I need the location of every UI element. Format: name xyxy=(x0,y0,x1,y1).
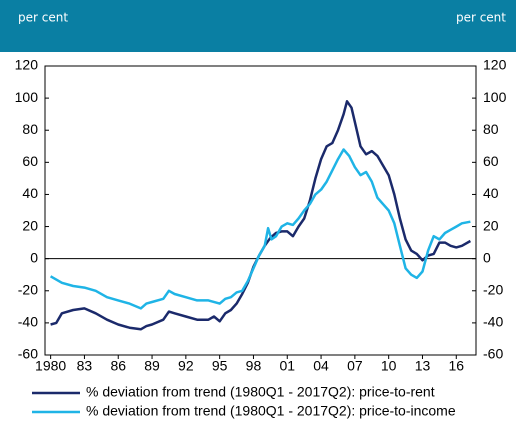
y2-tick-label: -40 xyxy=(483,314,503,330)
y2-tick-label: 40 xyxy=(483,185,499,201)
y-tick-label: 120 xyxy=(15,57,39,73)
legend-label: % deviation from trend (1980Q1 - 2017Q2)… xyxy=(86,403,456,419)
y2-tick-label: -60 xyxy=(483,346,503,362)
x-tick-label: 86 xyxy=(110,358,126,374)
y-tick-label: 100 xyxy=(15,89,39,105)
x-tick-label: 04 xyxy=(313,358,329,374)
x-tick-label: 92 xyxy=(178,358,194,374)
x-tick-label: 10 xyxy=(381,358,397,374)
x-tick-label: 95 xyxy=(212,358,228,374)
y2-tick-label: -20 xyxy=(483,281,503,297)
y-tick-label: 20 xyxy=(22,217,38,233)
data-line xyxy=(50,100,472,331)
x-tick-label: 1980 xyxy=(35,358,66,374)
y2-tick-label: 120 xyxy=(483,57,507,73)
plot-frame xyxy=(44,65,477,356)
y-tick-label: -40 xyxy=(18,314,38,330)
legend-label: % deviation from trend (1980Q1 - 2017Q2)… xyxy=(86,384,435,400)
y2-tick-label: 20 xyxy=(483,217,499,233)
y-tick-label: 60 xyxy=(22,153,38,169)
x-tick-label: 07 xyxy=(347,358,363,374)
x-tick-label: 83 xyxy=(77,358,93,374)
y2-axis-label: per cent xyxy=(456,11,506,25)
header-band xyxy=(0,0,516,52)
y2-tick-label: 80 xyxy=(483,121,499,137)
x-tick-label: 13 xyxy=(415,358,431,374)
data-line xyxy=(49,148,471,310)
y2-tick-label: 60 xyxy=(483,153,499,169)
y-tick-label: 80 xyxy=(22,121,38,137)
y2-tick-label: 100 xyxy=(483,89,507,105)
x-tick-label: 98 xyxy=(246,358,262,374)
x-tick-label: 01 xyxy=(279,358,295,374)
y-tick-label: -20 xyxy=(18,281,38,297)
y-tick-label: -60 xyxy=(18,346,38,362)
x-tick-label: 16 xyxy=(448,358,464,374)
y-axis-label: per cent xyxy=(18,11,68,25)
x-tick-label: 89 xyxy=(144,358,160,374)
y-tick-label: 0 xyxy=(30,249,38,265)
y2-tick-label: 0 xyxy=(483,249,491,265)
y-tick-label: 40 xyxy=(22,185,38,201)
